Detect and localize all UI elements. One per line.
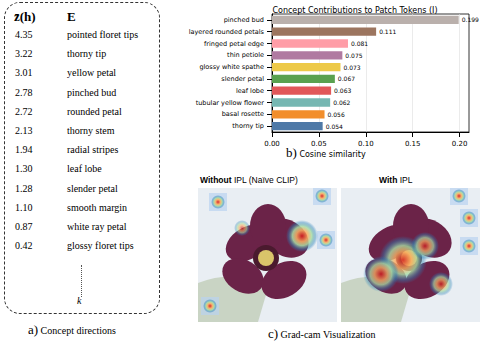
- svg-text:0.05: 0.05: [311, 140, 327, 148]
- svg-text:0.067: 0.067: [338, 75, 355, 82]
- svg-text:Concept Contributions to Patch: Concept Contributions to Patch Tokens (I…: [272, 6, 437, 15]
- svg-text:0.00: 0.00: [264, 140, 280, 148]
- svg-text:0.062: 0.062: [333, 99, 350, 106]
- svg-text:glossy white spathe: glossy white spathe: [199, 63, 264, 71]
- svg-text:0.056: 0.056: [328, 111, 345, 118]
- svg-text:0.10: 0.10: [358, 140, 374, 148]
- svg-text:0.111: 0.111: [379, 28, 396, 35]
- svg-text:0.15: 0.15: [405, 140, 421, 148]
- svg-text:thorny tip: thorny tip: [232, 122, 264, 130]
- svg-text:thin petiole: thin petiole: [227, 51, 264, 59]
- svg-text:0.063: 0.063: [334, 87, 351, 94]
- svg-text:slender petal: slender petal: [221, 75, 264, 83]
- svg-text:0.199: 0.199: [462, 16, 479, 23]
- svg-text:tubular yellow flower: tubular yellow flower: [196, 99, 265, 107]
- svg-text:0.054: 0.054: [326, 123, 343, 130]
- svg-text:basal rosette: basal rosette: [222, 110, 264, 118]
- svg-text:leaf lobe: leaf lobe: [236, 87, 264, 95]
- svg-text:0.081: 0.081: [351, 40, 368, 47]
- svg-text:0.20: 0.20: [452, 140, 468, 148]
- svg-text:0.075: 0.075: [345, 52, 362, 59]
- svg-text:fringed petal edge: fringed petal edge: [204, 40, 264, 48]
- svg-text:pinched bud: pinched bud: [224, 16, 264, 24]
- svg-text:layered rounded petals: layered rounded petals: [189, 28, 265, 36]
- svg-text:0.073: 0.073: [343, 64, 360, 71]
